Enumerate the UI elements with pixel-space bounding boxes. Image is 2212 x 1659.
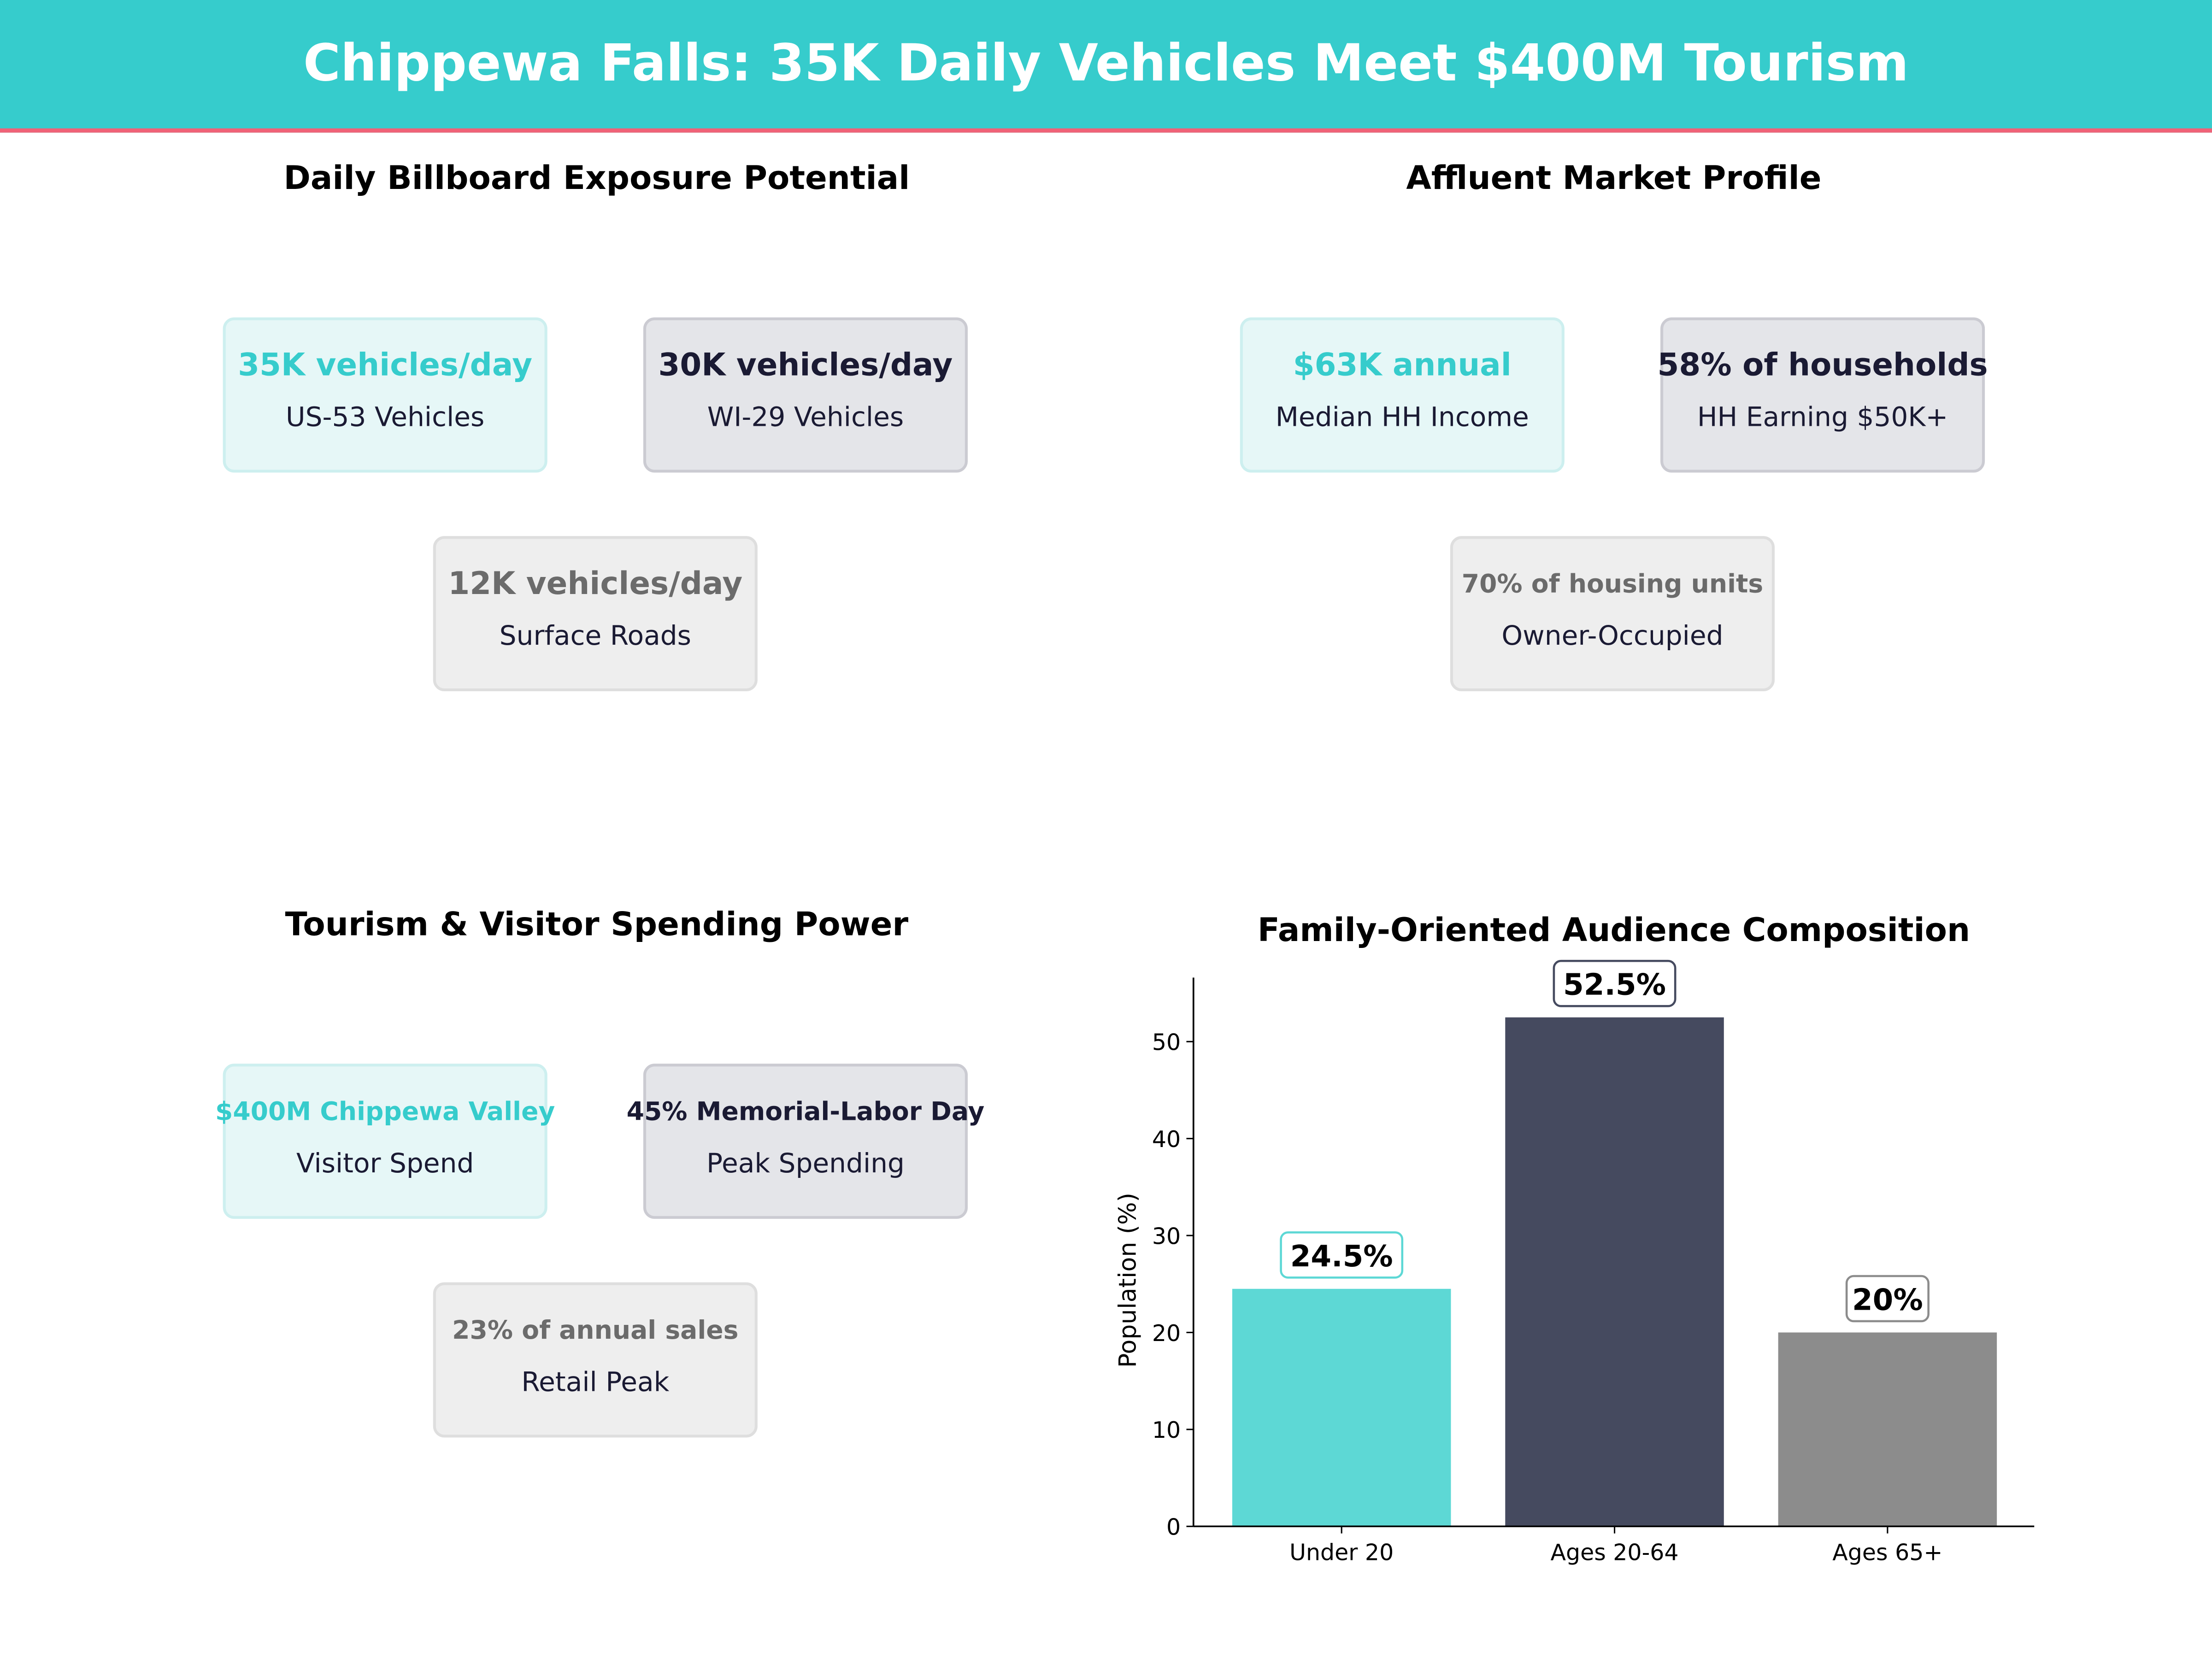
page-title: Chippewa Falls: 35K Daily Vehicles Meet … [303,35,1909,94]
x-tick-label: Ages 20-64 [1550,1540,1678,1566]
card-label: Owner-Occupied [1501,620,1724,652]
card-value: 45% Memorial-Labor Day [626,1097,985,1127]
card-wi29: 30K vehicles/day WI-29 Vehicles [643,317,968,473]
data-label: 52.5% [1563,968,1666,1002]
bar-0 [1232,1288,1451,1527]
header-banner: Chippewa Falls: 35K Daily Vehicles Meet … [0,0,2212,133]
data-label-box [1845,1275,1930,1323]
card-peak-spending: 45% Memorial-Labor Day Peak Spending [627,1064,984,1219]
y-tick-label: 10 [1152,1417,1181,1443]
card-label: WI-29 Vehicles [707,402,904,433]
card-label: Visitor Spend [296,1148,474,1180]
data-label-box [1553,959,1677,1007]
y-tick-label: 0 [1166,1514,1181,1541]
card-hh-50k: 58% of households HH Earning $50K+ [1657,317,1988,473]
card-visitor-spend: $400M Chippewa Valley Visitor Spend [215,1064,555,1219]
card-owner-occupied: 70% of housing units Owner-Occupied [1450,536,1775,691]
card-label: Median HH Income [1275,402,1529,433]
card-label: US-53 Vehicles [286,402,485,433]
data-label: 24.5% [1290,1239,1393,1274]
data-label-box [1280,1231,1404,1279]
card-median-income: $63K annual Median HH Income [1240,317,1565,473]
card-value: 70% of housing units [1461,570,1764,600]
x-tick-label: Ages 65+ [1832,1540,1942,1566]
card-value: 12K vehicles/day [448,567,743,603]
y-tick-label: 20 [1152,1320,1181,1347]
panel-title-tourism: Tourism & Visitor Spending Power [285,907,909,944]
card-value: 23% of annual sales [452,1316,739,1346]
x-tick-label: Under 20 [1289,1540,1394,1566]
y-tick-label: 40 [1152,1126,1181,1153]
bar-2 [1778,1332,1997,1527]
card-surface-roads: 12K vehicles/day Surface Roads [433,536,758,691]
card-label: Peak Spending [706,1148,905,1180]
card-value: $63K annual [1293,348,1512,384]
chart-title: Family-Oriented Audience Composition [1258,911,1970,949]
panel-title-exposure: Daily Billboard Exposure Potential [283,160,910,198]
panel-title-affluent: Affluent Market Profile [1406,160,1822,198]
y-tick-label: 30 [1152,1223,1181,1249]
bar-1 [1505,1017,1724,1527]
card-value: 35K vehicles/day [238,348,533,384]
card-us53: 35K vehicles/day US-53 Vehicles [223,317,547,473]
card-value: 58% of households [1657,348,1988,384]
data-label: 20% [1852,1282,1923,1317]
card-label: Surface Roads [499,620,691,652]
card-value: $400M Chippewa Valley [215,1097,555,1127]
card-label: Retail Peak [521,1367,670,1398]
card-label: HH Earning $50K+ [1697,402,1948,433]
card-retail-peak: 23% of annual sales Retail Peak [433,1282,758,1438]
card-value: 30K vehicles/day [658,348,953,384]
y-axis-label: Population (%) [1114,1193,1141,1368]
y-tick-label: 50 [1152,1030,1181,1056]
